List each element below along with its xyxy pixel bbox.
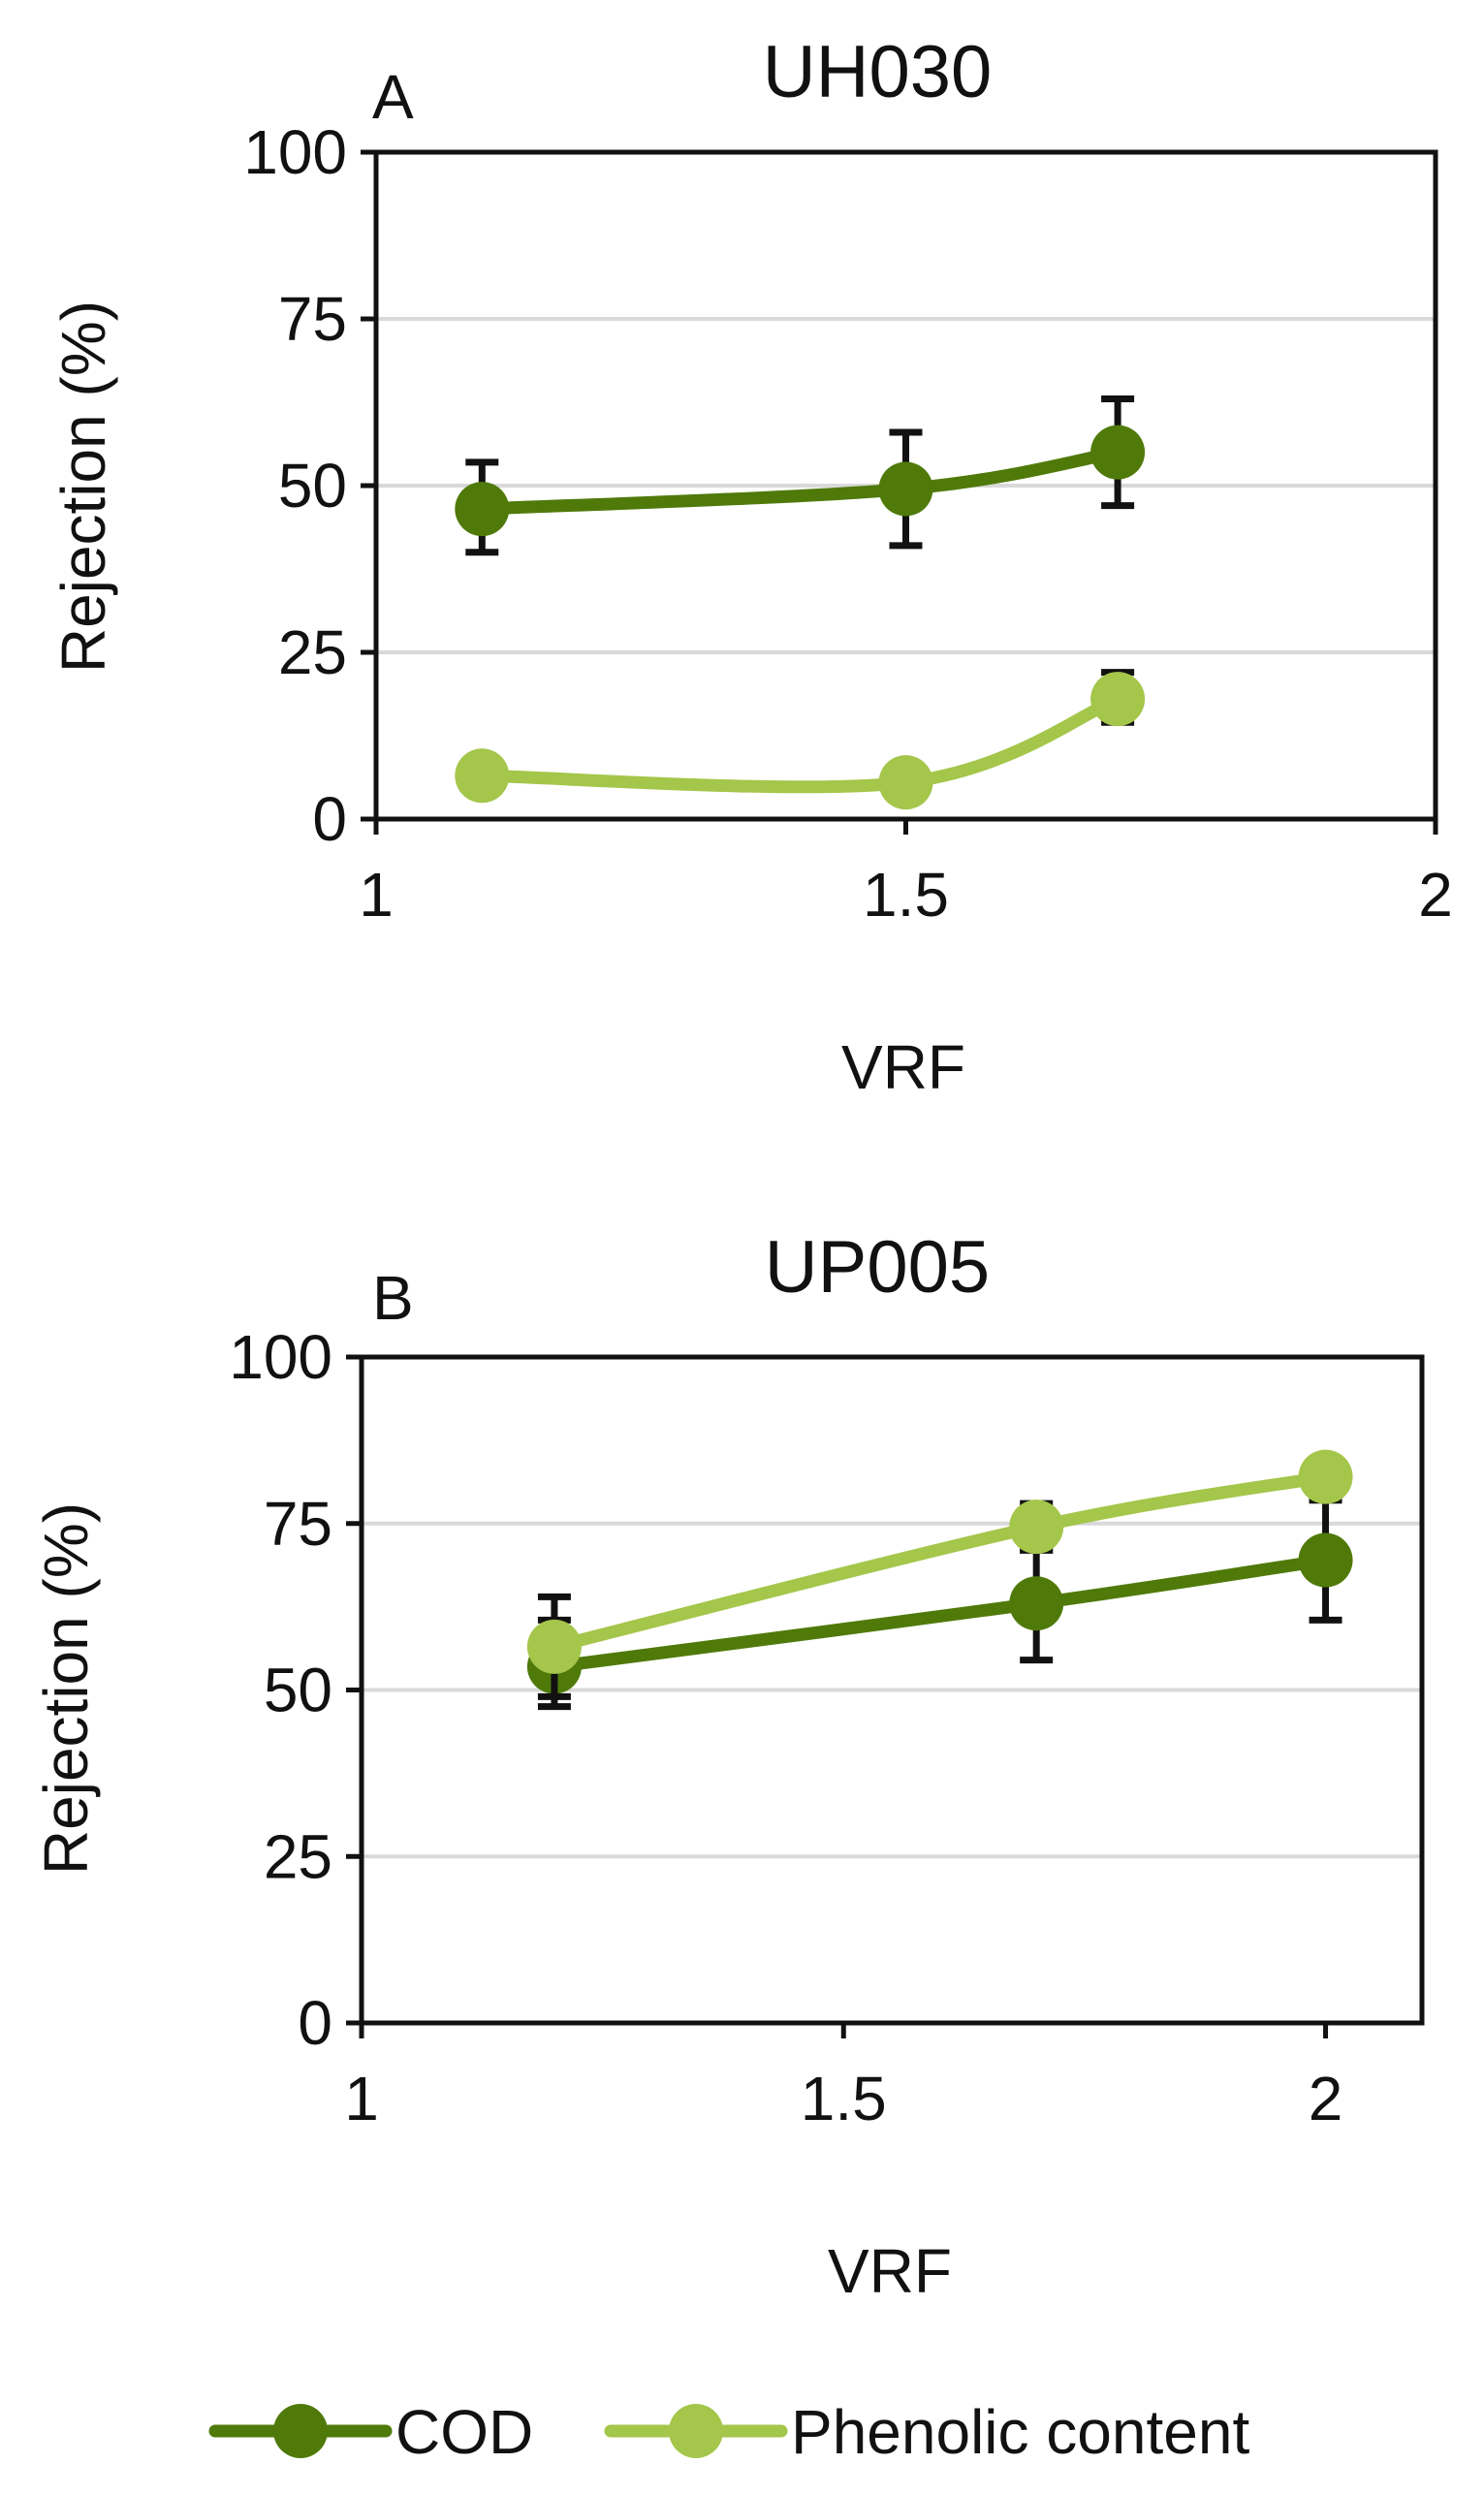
chart-panel-b: B UP005 VRF Rejection (%) 0 25 50 75 100 1 1.5…: [31, 1226, 1425, 2306]
data-point: [1298, 1449, 1353, 1504]
data-point: [878, 755, 933, 810]
legend-label: Phenolic content: [791, 2397, 1249, 2467]
chart-title: UP005: [765, 1226, 990, 1309]
series-cod: [455, 395, 1146, 556]
data-point: [526, 1619, 582, 1674]
tick-labels: 0 25 50 75 100 1 1.5 2: [243, 117, 1453, 930]
x-tick-label: 1.5: [863, 860, 949, 930]
y-tick-label: 25: [278, 617, 347, 687]
y-tick-label: 100: [229, 1322, 332, 1392]
series-line: [475, 446, 1124, 516]
y-tick-label: 0: [312, 784, 347, 854]
y-tick-label: 75: [264, 1489, 332, 1559]
series-line: [548, 1470, 1333, 1654]
x-tick-label: 2: [1418, 860, 1453, 930]
y-tick-label: 25: [264, 1821, 332, 1891]
data-point: [1009, 1500, 1064, 1555]
plot-frame: [373, 149, 1438, 822]
gridlines: [362, 1355, 1422, 1859]
data-point: [455, 482, 510, 537]
panel-label: B: [372, 1263, 414, 1333]
series-cod: [526, 1493, 1353, 1711]
data-point: [1009, 1576, 1064, 1631]
series: [455, 395, 1146, 810]
chart-panel-a: A UH030 VRF Rejection (%) 0 25 50 75 100 1 1.5…: [48, 31, 1453, 1102]
gridlines: [376, 150, 1436, 654]
y-axis-label: Rejection (%): [31, 1502, 101, 1875]
x-axis-label: VRF: [841, 1032, 965, 1102]
tick-labels: 0 25 50 75 100 1 1.5 2: [229, 1322, 1342, 2133]
data-point: [878, 461, 933, 517]
axes: [361, 149, 1438, 835]
legend-item-cod: COD: [208, 2397, 533, 2467]
legend-swatch-marker: [273, 2404, 328, 2458]
legend: COD Phenolic content: [208, 2397, 1249, 2467]
x-tick-label: 2: [1309, 2064, 1343, 2133]
y-tick-label: 100: [243, 117, 347, 187]
x-axis-label: VRF: [828, 2236, 952, 2306]
y-tick-label: 50: [264, 1656, 332, 1725]
plot-frame: [359, 1354, 1425, 2026]
axes: [346, 1354, 1425, 2038]
legend-swatch-marker: [669, 2404, 723, 2458]
legend-item-phenolic-content: Phenolic content: [604, 2397, 1249, 2467]
series-phenolic-content: [526, 1449, 1353, 1700]
data-point: [1090, 672, 1146, 727]
panel-label: A: [372, 62, 414, 132]
y-axis-label: Rejection (%): [48, 300, 118, 673]
series-phenolic-content: [455, 669, 1146, 810]
series-line: [548, 1554, 1333, 1673]
x-tick-label: 1: [359, 860, 394, 930]
data-point: [455, 748, 510, 804]
x-tick-label: 1.5: [801, 2064, 887, 2133]
data-point: [1298, 1532, 1353, 1588]
x-tick-label: 1: [344, 2064, 379, 2133]
legend-label: COD: [395, 2397, 533, 2467]
series: [526, 1449, 1353, 1711]
chart-title: UH030: [763, 31, 993, 113]
series-line: [475, 692, 1124, 794]
y-tick-label: 50: [278, 451, 347, 521]
data-point: [1090, 425, 1146, 480]
y-tick-label: 75: [278, 284, 347, 354]
y-tick-label: 0: [298, 1988, 332, 2058]
